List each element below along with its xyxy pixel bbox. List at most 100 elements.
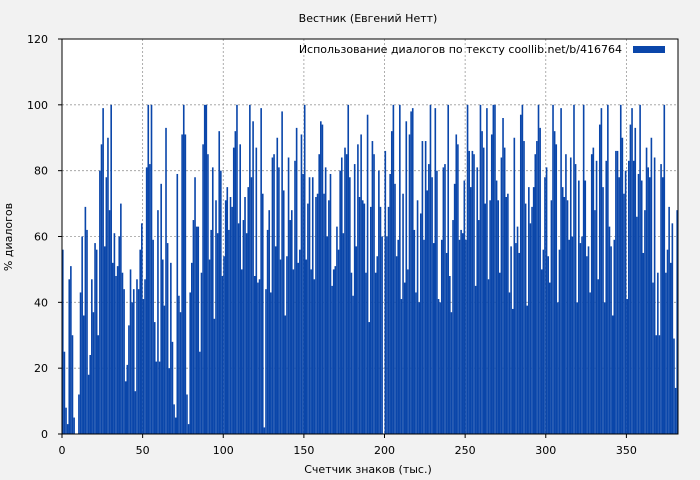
data-bar [589,292,591,434]
x-tick-label: 50 [136,444,150,457]
data-bar [386,236,388,434]
data-bar [216,233,219,434]
data-bar [631,108,633,434]
data-bar [565,154,567,435]
data-bar [523,141,525,434]
data-bar [345,154,348,435]
data-bar [266,229,269,434]
data-bar [155,361,158,434]
data-bar [582,104,585,434]
data-bar [421,141,424,434]
data-bar [308,177,311,434]
data-bar [455,134,458,435]
y-tick-label: 20 [34,362,48,375]
data-bar [666,249,669,434]
data-bar [542,249,545,434]
data-bar [240,269,243,434]
y-tick-label: 100 [27,99,48,112]
data-bar [607,104,609,434]
data-bar [463,180,466,434]
data-bar [437,299,440,434]
data-bar [473,154,475,435]
data-bar [320,121,322,435]
data-bar [315,197,317,434]
data-bar [171,341,174,434]
data-bar [189,292,192,434]
data-bar [411,108,414,434]
data-bar [99,170,101,434]
data-bar [586,256,588,434]
data-bar [647,167,649,434]
data-bar [170,262,172,434]
data-bar [136,279,138,434]
data-bar [510,246,512,434]
data-bar [255,147,258,434]
data-bar [161,259,164,434]
data-bar [650,137,653,434]
data-bar [334,266,337,434]
data-bar [105,177,108,434]
y-tick-label: 80 [34,165,48,178]
data-bar [474,285,477,434]
data-bar [237,223,240,434]
data-bar [331,285,333,434]
data-bar [444,164,446,435]
data-bar [376,256,379,434]
data-bar [629,124,632,434]
data-bar [592,147,595,434]
data-bar [181,134,183,435]
data-bar [221,276,224,434]
data-bar [265,289,267,434]
data-bar [458,239,461,434]
data-bar [655,335,658,434]
x-axis: 0 50 100 150 200 250 300 350 [59,434,637,457]
data-bar [82,315,85,434]
data-bar [286,256,288,434]
data-bar [540,269,543,434]
data-bar [418,302,420,434]
data-bar [640,180,643,434]
data-bar [250,177,253,434]
data-bar [521,104,524,434]
x-tick-label: 200 [374,444,395,457]
data-bar [637,173,640,435]
data-bar [223,256,225,434]
data-bar [342,233,345,434]
data-bar [466,104,469,434]
data-bar [639,104,641,434]
data-bar [410,111,412,435]
data-bar [310,269,312,434]
data-bar [479,104,482,434]
data-bar [574,164,577,435]
data-bar [626,299,629,434]
data-bar [157,210,159,434]
data-bar [408,134,411,435]
data-bar [115,276,117,434]
data-bar [657,272,659,434]
data-bar [623,193,625,434]
data-bar [100,144,103,435]
data-bar [395,256,398,434]
data-bar [676,210,678,434]
data-bar [461,233,464,434]
data-bar [431,177,433,434]
data-bar [490,134,493,435]
data-bar [671,223,674,434]
data-bar [619,104,622,434]
data-bar [379,206,382,434]
data-bar [605,160,608,434]
data-bar [87,374,90,434]
data-bar [648,177,651,434]
data-bar [587,246,590,434]
data-bar [95,249,98,434]
data-bar [492,104,495,434]
data-bar [62,249,64,434]
data-bar [166,243,169,434]
data-bar [252,121,254,435]
y-axis-label: % диалогов [2,203,15,271]
data-bar [590,154,593,435]
data-bar [584,180,587,434]
data-bar [413,229,416,434]
data-bar [660,164,662,435]
y-axis: 0 20 40 60 80 100 120 [27,33,62,441]
